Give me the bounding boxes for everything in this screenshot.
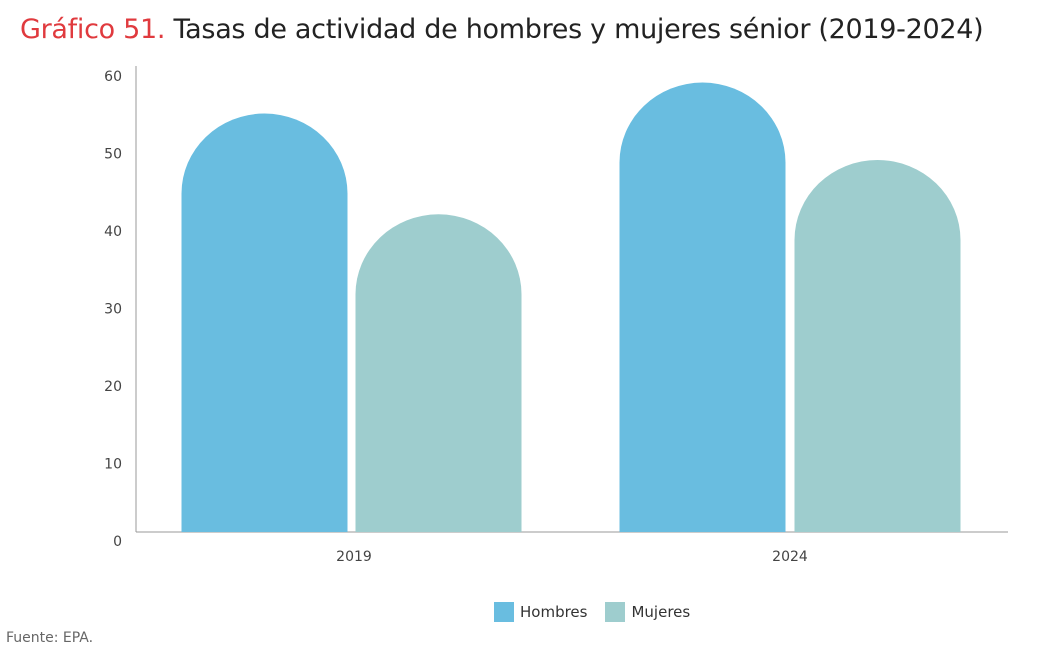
- legend-label: Hombres: [520, 603, 588, 621]
- chart-title-text: Tasas de actividad de hombres y mujeres …: [165, 14, 984, 45]
- bar-hombres-2019: [181, 113, 348, 532]
- y-tick-label: 30: [104, 302, 122, 318]
- y-tick-label: 0: [113, 534, 122, 550]
- bar-hombres-2024: [619, 82, 786, 532]
- y-tick-label: 10: [104, 457, 122, 473]
- y-tick-label: 40: [104, 224, 122, 240]
- source-note: Fuente: EPA.: [6, 630, 94, 646]
- chart-title: Gráfico 51. Tasas de actividad de hombre…: [20, 14, 984, 45]
- x-tick-label: 2019: [336, 549, 372, 565]
- chart-number: Gráfico 51.: [20, 14, 166, 45]
- y-tick-label: 60: [104, 69, 122, 85]
- bar-mujeres-2024: [794, 160, 961, 532]
- legend-item-mujeres: Mujeres: [605, 602, 690, 622]
- legend-item-hombres: Hombres: [494, 602, 587, 622]
- y-tick-label: 50: [104, 147, 122, 163]
- legend: Hombres Mujeres: [494, 602, 708, 622]
- x-tick-label: 2024: [772, 549, 808, 565]
- bar-mujeres-2019: [355, 214, 522, 533]
- legend-swatch: [605, 602, 626, 622]
- legend-label: Mujeres: [631, 603, 691, 621]
- legend-swatch: [494, 602, 514, 622]
- y-tick-label: 20: [104, 379, 122, 395]
- bar-chart: 0 10 20 30 40 50 60 2019 2024: [104, 66, 1008, 565]
